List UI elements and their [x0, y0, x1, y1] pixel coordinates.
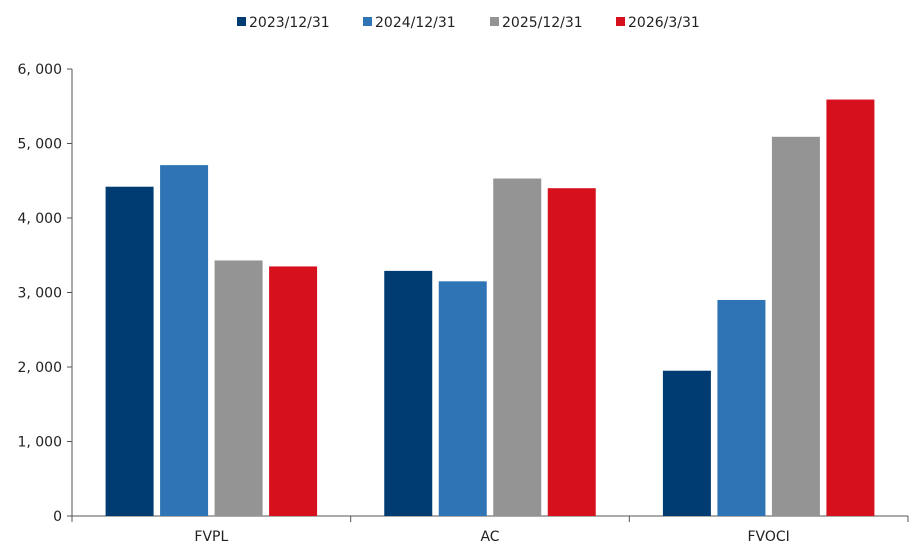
y-tick-label: 6, 000	[17, 62, 62, 78]
legend-swatch	[237, 17, 246, 26]
legend-label: 2024/12/31	[375, 15, 456, 31]
y-tick-label: 4, 000	[17, 211, 62, 227]
legend-label: 2025/12/31	[502, 15, 583, 31]
bar-2024/12/31-FVPL	[160, 165, 209, 517]
legend: 2023/12/31 2024/12/31 2025/12/31 2026/3/31	[237, 15, 700, 31]
bar-2026/3/31-AC	[547, 188, 596, 516]
bar-2025/12/31-AC	[493, 178, 542, 516]
legend-swatch	[616, 17, 625, 26]
bar-2023/12/31-FVPL	[105, 186, 154, 516]
y-tick-label: 1, 000	[17, 435, 62, 451]
y-tick-label: 5, 000	[17, 137, 62, 153]
bar-2024/12/31-AC	[438, 281, 487, 516]
bars	[105, 99, 875, 517]
x-axis: FVPL AC FVOCI	[71, 515, 909, 545]
y-tick-label: 0	[53, 509, 62, 525]
bar-2024/12/31-FVOCI	[717, 299, 766, 516]
bar-2026/3/31-FVOCI	[826, 99, 875, 517]
legend-label: 2023/12/31	[249, 15, 330, 31]
x-tick-label: FVOCI	[748, 529, 790, 545]
legend-label: 2026/3/31	[628, 15, 700, 31]
x-tick-label: AC	[480, 529, 499, 545]
y-axis: 0 1, 000 2, 000 3, 000 4, 000 5, 000 6, 000	[17, 62, 73, 525]
y-tick-label: 2, 000	[17, 360, 62, 376]
bar-2023/12/31-AC	[384, 270, 433, 516]
legend-swatch	[363, 17, 372, 26]
y-tick-label: 3, 000	[17, 286, 62, 302]
bar-2025/12/31-FVOCI	[771, 136, 820, 517]
bar-2026/3/31-FVPL	[269, 266, 318, 516]
bar-2025/12/31-FVPL	[214, 260, 263, 516]
x-tick-label: FVPL	[194, 529, 228, 545]
legend-swatch	[490, 17, 499, 26]
bar-2023/12/31-FVOCI	[662, 370, 711, 516]
